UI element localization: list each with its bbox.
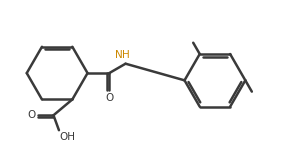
Text: N: N bbox=[115, 50, 123, 60]
Text: H: H bbox=[122, 50, 129, 60]
Text: O: O bbox=[27, 110, 35, 120]
Text: OH: OH bbox=[60, 132, 76, 142]
Text: O: O bbox=[105, 93, 113, 103]
